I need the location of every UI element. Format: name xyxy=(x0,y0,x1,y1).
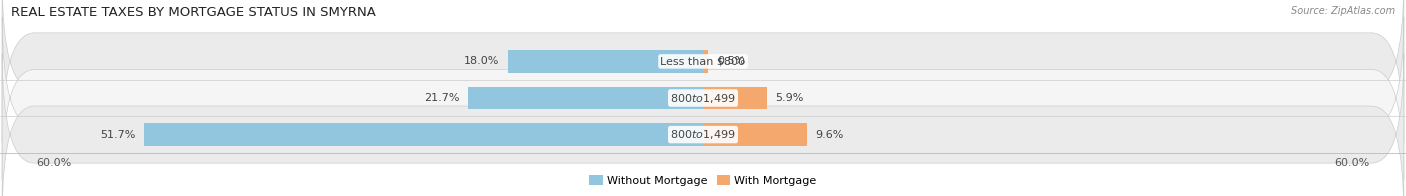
Bar xyxy=(143,123,703,146)
Text: 0.5%: 0.5% xyxy=(717,56,745,66)
Bar xyxy=(468,87,703,109)
FancyBboxPatch shape xyxy=(3,17,1403,179)
Text: 9.6%: 9.6% xyxy=(815,130,844,140)
Text: 5.9%: 5.9% xyxy=(776,93,804,103)
FancyBboxPatch shape xyxy=(3,0,1403,143)
Bar xyxy=(703,123,807,146)
Text: $800 to $1,499: $800 to $1,499 xyxy=(671,92,735,104)
Bar xyxy=(703,50,709,73)
Text: Less than $800: Less than $800 xyxy=(661,56,745,66)
Text: REAL ESTATE TAXES BY MORTGAGE STATUS IN SMYRNA: REAL ESTATE TAXES BY MORTGAGE STATUS IN … xyxy=(11,6,377,19)
FancyBboxPatch shape xyxy=(3,53,1403,196)
Bar xyxy=(703,87,766,109)
Bar xyxy=(509,50,703,73)
Text: 18.0%: 18.0% xyxy=(464,56,499,66)
Legend: Without Mortgage, With Mortgage: Without Mortgage, With Mortgage xyxy=(589,175,817,186)
Text: Source: ZipAtlas.com: Source: ZipAtlas.com xyxy=(1291,6,1395,16)
Text: 21.7%: 21.7% xyxy=(425,93,460,103)
Text: $800 to $1,499: $800 to $1,499 xyxy=(671,128,735,141)
Text: 51.7%: 51.7% xyxy=(100,130,135,140)
